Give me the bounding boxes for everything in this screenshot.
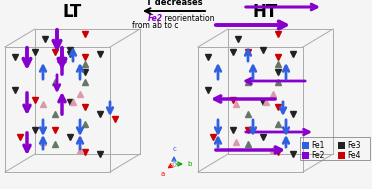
Text: Fe1: Fe1 [311, 142, 324, 150]
Bar [338, 152, 345, 159]
Bar [302, 152, 309, 159]
Text: T decreases: T decreases [146, 0, 202, 7]
Text: reorientation: reorientation [162, 14, 215, 23]
Text: c: c [173, 146, 177, 152]
Text: Fe2: Fe2 [311, 152, 324, 160]
Text: LT: LT [63, 3, 82, 21]
Text: HT: HT [253, 3, 278, 21]
Bar [300, 137, 370, 160]
Text: Fe2: Fe2 [148, 14, 163, 23]
Bar [338, 142, 345, 149]
Text: a: a [161, 171, 165, 177]
Text: Fe4: Fe4 [347, 152, 360, 160]
Text: Fe3: Fe3 [347, 142, 360, 150]
Text: b: b [187, 161, 191, 167]
Text: from ab to c: from ab to c [132, 21, 178, 30]
Bar [302, 142, 309, 149]
